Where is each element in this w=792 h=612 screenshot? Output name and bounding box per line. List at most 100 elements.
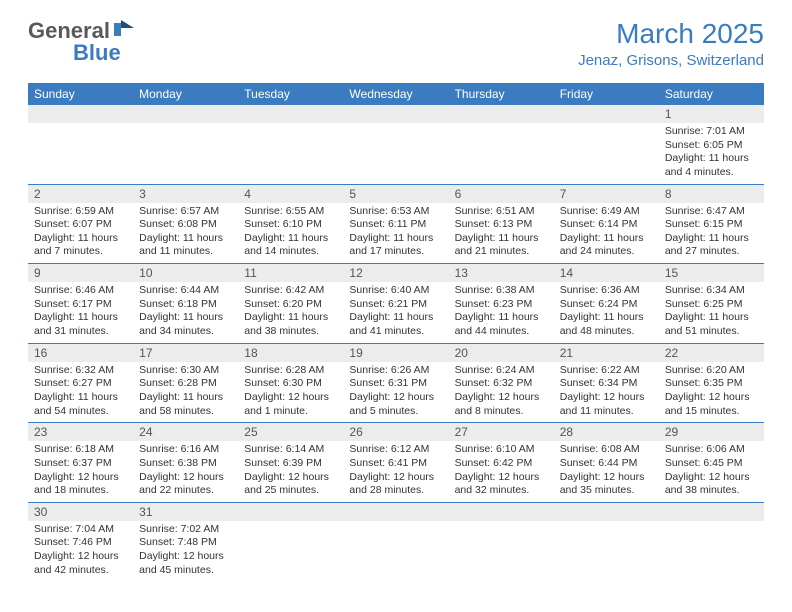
day-number: 30 <box>28 503 133 521</box>
logo-text-blue: Blue <box>73 40 121 65</box>
sunset-text: Sunset: 6:13 PM <box>455 218 548 232</box>
sunset-text: Sunset: 6:21 PM <box>349 298 442 312</box>
day-content: Sunrise: 6:12 AMSunset: 6:41 PMDaylight:… <box>343 441 448 502</box>
calendar-cell: 7Sunrise: 6:49 AMSunset: 6:14 PMDaylight… <box>554 184 659 264</box>
daylight-text: Daylight: 12 hours and 42 minutes. <box>34 550 127 577</box>
sunrise-text: Sunrise: 6:53 AM <box>349 205 442 219</box>
day-content: Sunrise: 6:14 AMSunset: 6:39 PMDaylight:… <box>238 441 343 502</box>
sunrise-text: Sunrise: 7:04 AM <box>34 523 127 537</box>
logo-text-blue-wrap: Blue <box>75 40 121 66</box>
day-content: Sunrise: 6:18 AMSunset: 6:37 PMDaylight:… <box>28 441 133 502</box>
calendar-cell: 27Sunrise: 6:10 AMSunset: 6:42 PMDayligh… <box>449 423 554 503</box>
calendar-cell: 6Sunrise: 6:51 AMSunset: 6:13 PMDaylight… <box>449 184 554 264</box>
calendar-cell: 15Sunrise: 6:34 AMSunset: 6:25 PMDayligh… <box>659 264 764 344</box>
day-number: 5 <box>343 185 448 203</box>
month-title: March 2025 <box>578 18 764 50</box>
calendar-cell <box>28 105 133 184</box>
weekday-header: Friday <box>554 83 659 105</box>
calendar-cell: 30 Sunrise: 7:04 AMSunset: 7:46 PMDayligh… <box>28 502 133 581</box>
calendar-cell: 19Sunrise: 6:26 AMSunset: 6:31 PMDayligh… <box>343 343 448 423</box>
sunrise-text: Sunrise: 6:16 AM <box>139 443 232 457</box>
sunset-text: Sunset: 6:45 PM <box>665 457 758 471</box>
daylight-text: Daylight: 11 hours and 31 minutes. <box>34 311 127 338</box>
daylight-text: Daylight: 12 hours and 45 minutes. <box>139 550 232 577</box>
sunrise-text: Sunrise: 6:20 AM <box>665 364 758 378</box>
sunset-text: Sunset: 6:20 PM <box>244 298 337 312</box>
day-number: 9 <box>28 264 133 282</box>
day-number: 17 <box>133 344 238 362</box>
daylight-text: Daylight: 11 hours and 38 minutes. <box>244 311 337 338</box>
sunset-text: Sunset: 6:24 PM <box>560 298 653 312</box>
day-number: 14 <box>554 264 659 282</box>
day-content: Sunrise: 6:22 AMSunset: 6:34 PMDaylight:… <box>554 362 659 423</box>
day-number: 18 <box>238 344 343 362</box>
calendar-cell <box>238 502 343 581</box>
daylight-text: Daylight: 11 hours and 58 minutes. <box>139 391 232 418</box>
day-number: 10 <box>133 264 238 282</box>
day-content: Sunrise: 6:26 AMSunset: 6:31 PMDaylight:… <box>343 362 448 423</box>
calendar-cell: 25Sunrise: 6:14 AMSunset: 6:39 PMDayligh… <box>238 423 343 503</box>
calendar-cell <box>449 105 554 184</box>
day-number: 25 <box>238 423 343 441</box>
day-content: Sunrise: 7:01 AMSunset: 6:05 PMDaylight:… <box>659 123 764 184</box>
daylight-text: Daylight: 12 hours and 32 minutes. <box>455 471 548 498</box>
sunrise-text: Sunrise: 6:36 AM <box>560 284 653 298</box>
weekday-header: Saturday <box>659 83 764 105</box>
sunset-text: Sunset: 6:44 PM <box>560 457 653 471</box>
calendar-cell <box>133 105 238 184</box>
day-content <box>659 521 764 535</box>
calendar-cell <box>343 105 448 184</box>
sunrise-text: Sunrise: 6:10 AM <box>455 443 548 457</box>
day-content: Sunrise: 6:24 AMSunset: 6:32 PMDaylight:… <box>449 362 554 423</box>
calendar-cell: 28Sunrise: 6:08 AMSunset: 6:44 PMDayligh… <box>554 423 659 503</box>
sunset-text: Sunset: 7:46 PM <box>34 536 127 550</box>
daylight-text: Daylight: 12 hours and 38 minutes. <box>665 471 758 498</box>
day-content: Sunrise: 6:10 AMSunset: 6:42 PMDaylight:… <box>449 441 554 502</box>
sunset-text: Sunset: 6:28 PM <box>139 377 232 391</box>
day-number: 24 <box>133 423 238 441</box>
daylight-text: Daylight: 11 hours and 51 minutes. <box>665 311 758 338</box>
sunset-text: Sunset: 6:23 PM <box>455 298 548 312</box>
calendar-cell: 26Sunrise: 6:12 AMSunset: 6:41 PMDayligh… <box>343 423 448 503</box>
sunset-text: Sunset: 6:42 PM <box>455 457 548 471</box>
sunrise-text: Sunrise: 6:40 AM <box>349 284 442 298</box>
day-content: Sunrise: 6:06 AMSunset: 6:45 PMDaylight:… <box>659 441 764 502</box>
sunrise-text: Sunrise: 6:24 AM <box>455 364 548 378</box>
sunrise-text: Sunrise: 6:49 AM <box>560 205 653 219</box>
day-content: Sunrise: 6:55 AMSunset: 6:10 PMDaylight:… <box>238 203 343 264</box>
sunset-text: Sunset: 6:34 PM <box>560 377 653 391</box>
calendar-cell: 16Sunrise: 6:32 AMSunset: 6:27 PMDayligh… <box>28 343 133 423</box>
calendar-table: Sunday Monday Tuesday Wednesday Thursday… <box>28 83 764 581</box>
sunrise-text: Sunrise: 6:38 AM <box>455 284 548 298</box>
daylight-text: Daylight: 11 hours and 14 minutes. <box>244 232 337 259</box>
calendar-row: 2Sunrise: 6:59 AMSunset: 6:07 PMDaylight… <box>28 184 764 264</box>
calendar-cell: 14Sunrise: 6:36 AMSunset: 6:24 PMDayligh… <box>554 264 659 344</box>
day-number: 16 <box>28 344 133 362</box>
sunset-text: Sunset: 7:48 PM <box>139 536 232 550</box>
day-number: 19 <box>343 344 448 362</box>
daylight-text: Daylight: 11 hours and 44 minutes. <box>455 311 548 338</box>
weekday-header: Sunday <box>28 83 133 105</box>
sunrise-text: Sunrise: 6:26 AM <box>349 364 442 378</box>
daylight-text: Daylight: 12 hours and 5 minutes. <box>349 391 442 418</box>
day-number: 8 <box>659 185 764 203</box>
sunset-text: Sunset: 6:18 PM <box>139 298 232 312</box>
daylight-text: Daylight: 12 hours and 28 minutes. <box>349 471 442 498</box>
day-number <box>343 503 448 521</box>
day-content: Sunrise: 6:40 AMSunset: 6:21 PMDaylight:… <box>343 282 448 343</box>
calendar-cell: 5Sunrise: 6:53 AMSunset: 6:11 PMDaylight… <box>343 184 448 264</box>
sunrise-text: Sunrise: 6:28 AM <box>244 364 337 378</box>
sunrise-text: Sunrise: 6:18 AM <box>34 443 127 457</box>
day-content: Sunrise: 6:38 AMSunset: 6:23 PMDaylight:… <box>449 282 554 343</box>
day-content: Sunrise: 6:59 AMSunset: 6:07 PMDaylight:… <box>28 203 133 264</box>
sunset-text: Sunset: 6:37 PM <box>34 457 127 471</box>
day-number: 12 <box>343 264 448 282</box>
sunset-text: Sunset: 6:17 PM <box>34 298 127 312</box>
day-content: Sunrise: 6:42 AMSunset: 6:20 PMDaylight:… <box>238 282 343 343</box>
day-content <box>554 521 659 535</box>
sunrise-text: Sunrise: 6:47 AM <box>665 205 758 219</box>
sunrise-text: Sunrise: 6:42 AM <box>244 284 337 298</box>
sunrise-text: Sunrise: 6:55 AM <box>244 205 337 219</box>
day-number: 2 <box>28 185 133 203</box>
sunset-text: Sunset: 6:32 PM <box>455 377 548 391</box>
